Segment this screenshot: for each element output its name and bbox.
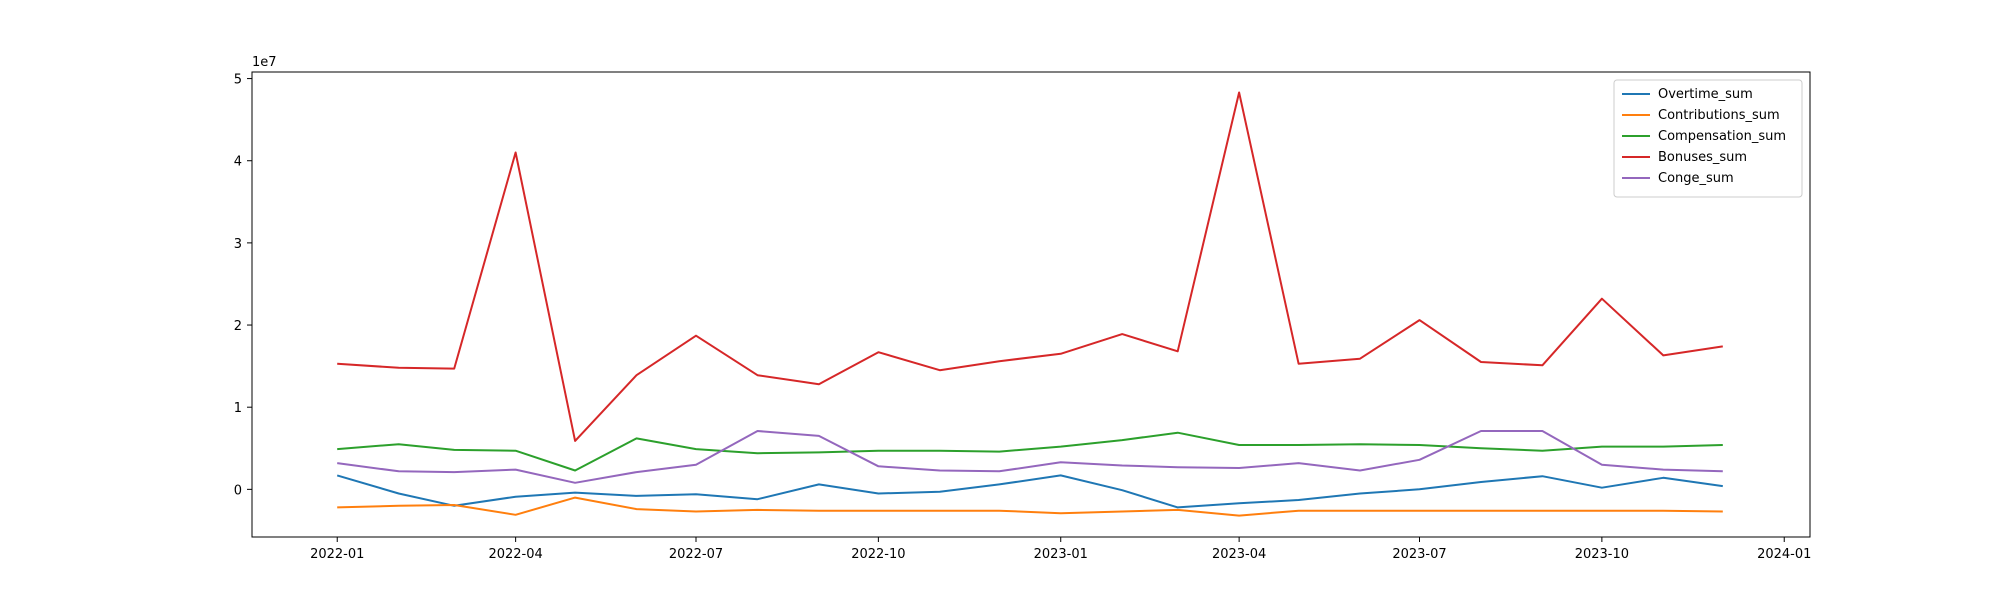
- x-tick-label: 2023-07: [1392, 547, 1446, 562]
- y-tick-label: 0: [234, 483, 242, 498]
- y-tick-label: 1: [234, 401, 242, 416]
- series-line-conge-sum: [337, 430, 1723, 484]
- y-axis-ticks: 0 1 2 3 4 5: [234, 73, 252, 498]
- series-line-overtime-sum: [336, 474, 1723, 509]
- legend: Overtime_sum Contributions_sum Compensatio…: [1613, 79, 1803, 198]
- x-tick-label: 2023-01: [1034, 547, 1088, 562]
- legend-entry-label: Contributions_sum: [1658, 108, 1780, 123]
- x-tick-label: 2023-04: [1212, 547, 1266, 562]
- x-tick-label: 2022-10: [851, 547, 905, 562]
- x-tick-label: 2022-04: [488, 547, 542, 562]
- legend-entry-label: Bonuses_sum: [1658, 150, 1747, 165]
- series-line-bonuses-sum: [337, 91, 1723, 442]
- y-tick-label: 4: [234, 155, 242, 170]
- axes-frame: [251, 71, 1811, 538]
- x-axis-ticks: 2022-01 2022-04 2022-07 2022-10 2023-01 2023-…: [310, 537, 1811, 562]
- x-tick-label: 2024-01: [1757, 547, 1811, 562]
- legend-entry-label: Conge_sum: [1658, 171, 1734, 186]
- legend-entry-label: Compensation_sum: [1658, 129, 1786, 144]
- series-layer: [336, 91, 1723, 517]
- x-tick-label: 2023-10: [1575, 547, 1629, 562]
- legend-box: [1613, 79, 1803, 198]
- series-line-compensation-sum: [337, 431, 1723, 472]
- x-tick-label: 2022-01: [310, 547, 364, 562]
- legend-entry-label: Overtime_sum: [1658, 87, 1753, 102]
- series-line-contributions-sum: [337, 496, 1723, 517]
- y-tick-label: 5: [234, 73, 242, 88]
- y-axis-offset-label: 1e7: [252, 55, 277, 70]
- y-tick-label: 2: [234, 319, 242, 334]
- x-tick-label: 2022-07: [669, 547, 723, 562]
- y-tick-label: 3: [234, 237, 242, 252]
